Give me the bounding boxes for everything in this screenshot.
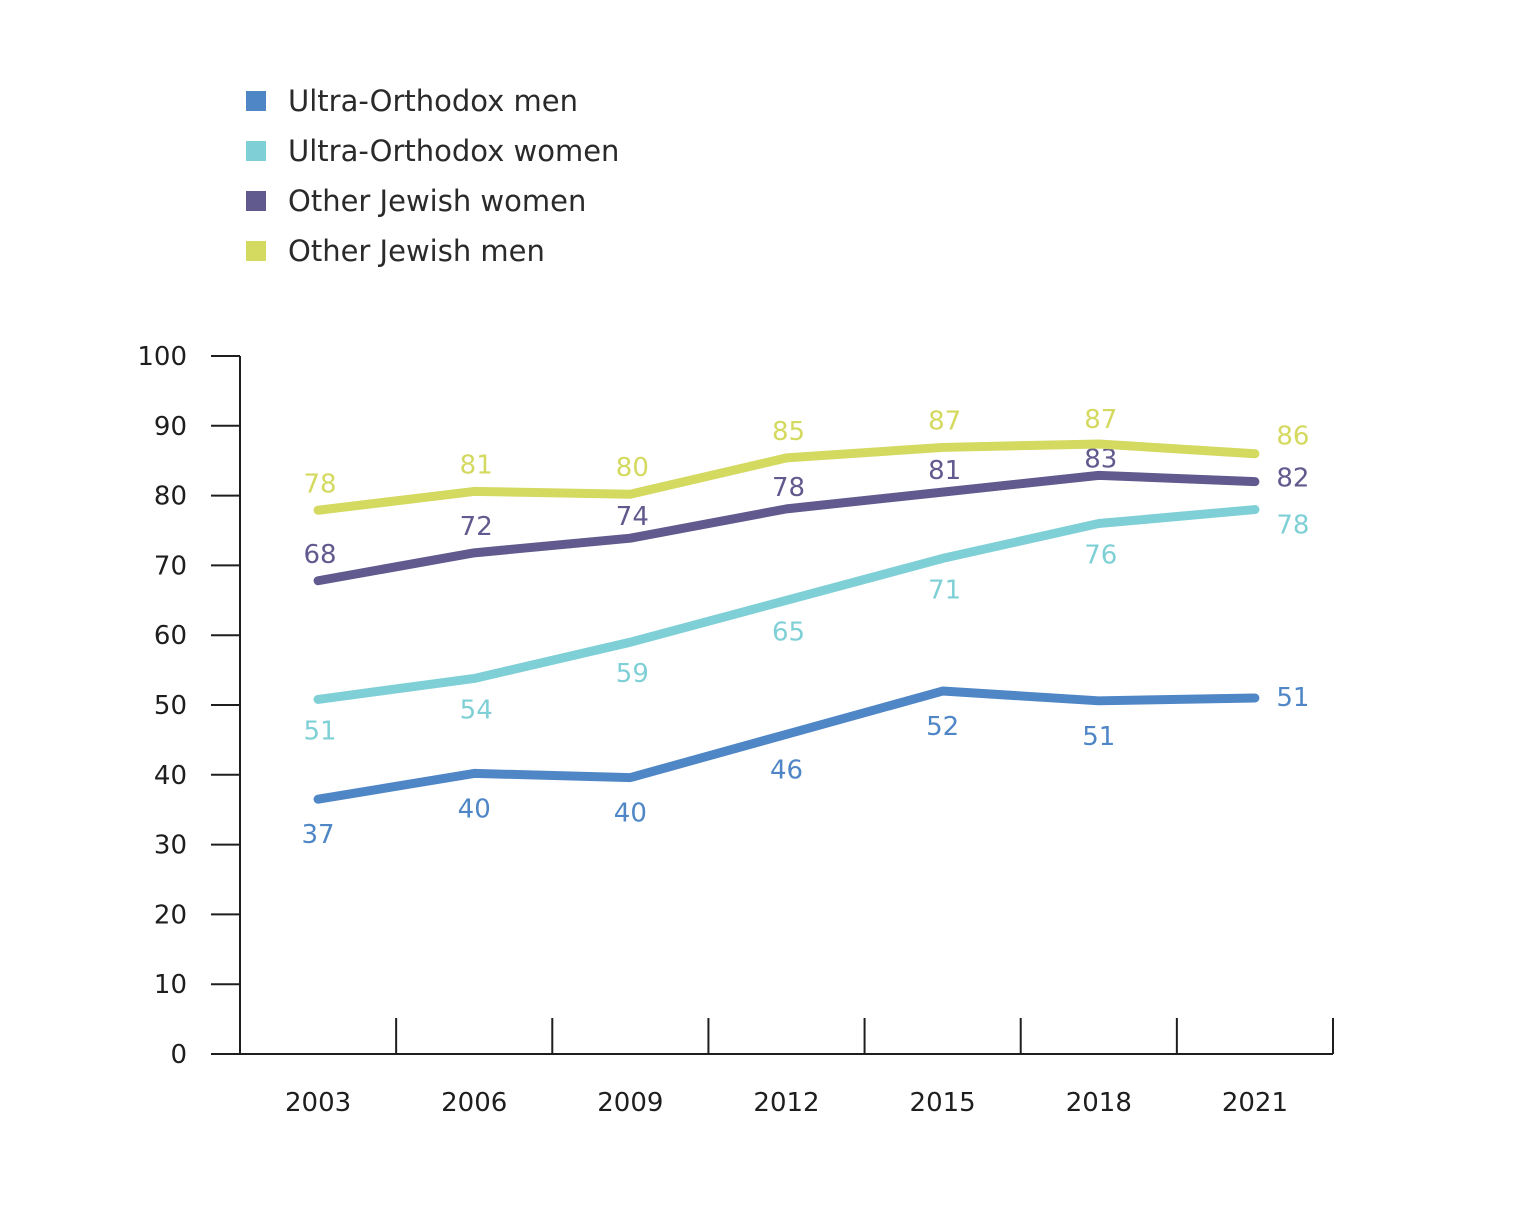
data-label: 72 (460, 512, 493, 542)
data-label: 54 (460, 695, 493, 725)
legend-swatch (246, 241, 266, 261)
data-label: 87 (928, 406, 961, 436)
y-tick-label: 30 (154, 831, 187, 861)
data-label: 65 (772, 617, 805, 647)
chart-legend: Ultra-Orthodox men Ultra-Orthodox women Ot… (246, 76, 619, 276)
data-label: 78 (1276, 511, 1309, 541)
legend-label: Ultra-Orthodox men (288, 84, 578, 118)
data-label: 76 (1084, 541, 1117, 571)
x-tick-label: 2006 (441, 1088, 507, 1118)
data-label: 81 (460, 450, 493, 480)
series-line (313, 505, 1260, 704)
x-tick-label: 2018 (1066, 1088, 1132, 1118)
data-label: 37 (302, 820, 335, 850)
data-label: 40 (458, 794, 491, 824)
y-tick-label: 80 (154, 482, 187, 512)
data-label: 80 (616, 453, 649, 483)
y-tick-label: 50 (154, 691, 187, 721)
y-tick-label: 0 (170, 1040, 187, 1070)
legend-swatch (246, 91, 266, 111)
data-label: 59 (616, 659, 649, 689)
y-tick-label: 90 (154, 412, 187, 442)
series-line (313, 470, 1260, 586)
data-label: 51 (1082, 722, 1115, 752)
legend-item: Ultra-Orthodox men (246, 76, 619, 126)
x-tick-label: 2015 (910, 1088, 976, 1118)
data-label: 71 (928, 575, 961, 605)
legend-swatch (246, 191, 266, 211)
data-label: 78 (304, 469, 337, 499)
data-label: 40 (614, 799, 647, 829)
y-tick-label: 70 (154, 551, 187, 581)
data-label: 87 (1084, 405, 1117, 435)
legend-item: Ultra-Orthodox women (246, 126, 619, 176)
x-tick-label: 2021 (1222, 1088, 1288, 1118)
x-tick-label: 2003 (285, 1088, 351, 1118)
data-label: 51 (1276, 683, 1309, 713)
data-label: 85 (772, 417, 805, 447)
series-line (313, 439, 1260, 515)
series-line (313, 686, 1260, 804)
data-label: 81 (928, 456, 961, 486)
data-label: 51 (304, 716, 337, 746)
y-tick-label: 100 (137, 342, 187, 372)
data-label: 86 (1276, 422, 1309, 452)
data-label: 74 (616, 502, 649, 532)
y-tick-label: 20 (154, 900, 187, 930)
x-tick-label: 2009 (597, 1088, 663, 1118)
legend-swatch (246, 141, 266, 161)
data-label: 46 (770, 755, 803, 785)
legend-label: Ultra-Orthodox women (288, 134, 620, 168)
y-tick-label: 40 (154, 761, 187, 791)
legend-label: Other Jewish men (288, 234, 545, 268)
legend-item: Other Jewish women (246, 176, 619, 226)
data-label: 82 (1276, 464, 1309, 494)
legend-label: Other Jewish women (288, 184, 587, 218)
data-label: 52 (926, 712, 959, 742)
x-tick-label: 2012 (753, 1088, 819, 1118)
data-label: 83 (1084, 444, 1117, 474)
y-tick-label: 10 (154, 970, 187, 1000)
data-label: 78 (772, 473, 805, 503)
data-label: 68 (304, 540, 337, 570)
legend-item: Other Jewish men (246, 226, 619, 276)
y-tick-label: 60 (154, 621, 187, 651)
